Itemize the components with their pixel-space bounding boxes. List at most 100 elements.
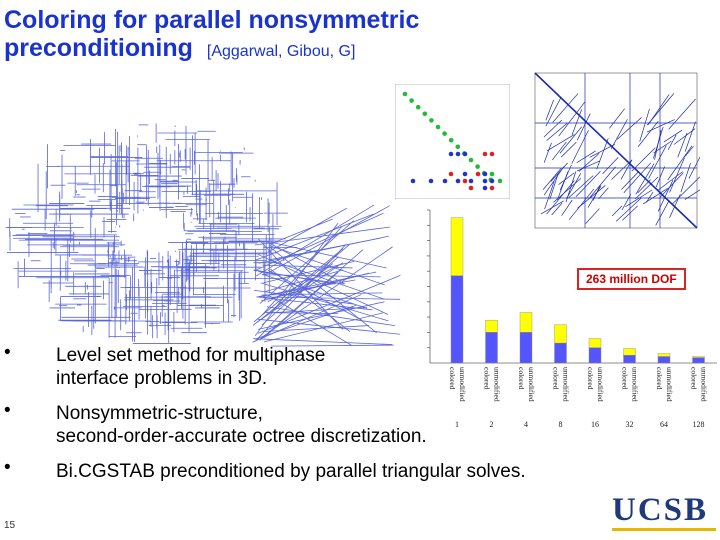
ucsb-logo: UCSB (612, 492, 709, 528)
mesh-spike (269, 245, 385, 286)
bar-label-unmodified: unmodified (527, 367, 536, 402)
mesh-spike (255, 204, 375, 277)
bar-unmodified (657, 356, 671, 364)
color-dot (422, 111, 428, 117)
matrix-fill (559, 126, 583, 154)
mesh-spike (258, 271, 344, 285)
color-dot (475, 171, 481, 177)
mesh-spike (267, 269, 363, 321)
color-dot (448, 137, 454, 143)
color-dot (462, 178, 468, 184)
matrix-fill (558, 101, 586, 137)
matrix-fill (576, 160, 600, 172)
mesh-spike (253, 338, 392, 345)
mesh-spike (268, 307, 368, 314)
mesh-spike (267, 294, 353, 346)
mesh-spike (253, 248, 344, 323)
matrix-fill (684, 145, 694, 158)
mesh-spike (262, 264, 353, 269)
matrix-fill (568, 188, 595, 220)
bullet-marker: • (4, 400, 11, 421)
color-dot (455, 151, 461, 157)
mesh-spike (257, 254, 389, 315)
mesh-spike (259, 271, 377, 298)
matrix-fill (611, 205, 623, 217)
matrix-fill (645, 191, 654, 203)
matrix-fill (657, 179, 674, 212)
mesh-spike (256, 296, 373, 311)
color-dot (462, 151, 468, 157)
color-dot (462, 171, 468, 177)
mesh-spike (253, 212, 384, 272)
bar-colored (588, 338, 602, 348)
matrix-fill (615, 197, 642, 222)
color-dot (409, 98, 414, 103)
matrix-fill (546, 122, 568, 141)
bar-label-unmodified: unmodified (493, 367, 502, 402)
matrix-fill (646, 119, 675, 133)
matrix-fill (558, 172, 575, 185)
matrix-fill (669, 157, 685, 193)
matrix-fill (585, 208, 600, 224)
color-dot (482, 178, 488, 184)
matrix-fill (543, 166, 565, 196)
category-label: 2 (490, 420, 494, 429)
color-dot (428, 178, 434, 184)
color-dot (489, 178, 495, 184)
matrix-fill (653, 126, 664, 159)
matrix-fill (663, 129, 683, 143)
matrix-fill (589, 166, 616, 199)
matrix-fill (684, 121, 696, 152)
mesh-spike (263, 271, 339, 339)
bar-label-colored: colored (552, 367, 561, 390)
matrix-fill (677, 132, 688, 158)
color-dot (410, 178, 416, 184)
matrix-fill (596, 138, 609, 170)
mesh-spike (254, 304, 357, 340)
mesh-spike (263, 325, 370, 332)
matrix-fill (566, 173, 582, 199)
bar-label-unmodified: unmodified (458, 367, 467, 402)
mesh-spike (256, 263, 341, 323)
category-label: 1 (455, 420, 459, 429)
matrix-fill (602, 157, 619, 174)
dof-annotation: 263 million DOF (577, 268, 686, 290)
mesh-spike (264, 312, 383, 343)
octree-mesh-figure (5, 123, 401, 347)
matrix-fill (621, 194, 632, 211)
color-dot (482, 185, 488, 191)
bullet-1-line-2: interface problems in 3D. (56, 368, 268, 389)
matrix-fill (545, 99, 554, 121)
bar-label-unmodified: unmodified (665, 367, 674, 402)
mesh-spike (262, 296, 401, 300)
matrix-fill (655, 166, 665, 188)
matrix-fill (648, 145, 667, 179)
bullet-3-line-1: Bi.CGSTAB preconditioned by parallel tri… (56, 461, 526, 482)
matrix-fill (611, 159, 632, 180)
matrix-fill (688, 156, 700, 179)
bar-unmodified (519, 332, 533, 364)
matrix-fill (577, 185, 606, 209)
logo-underline (612, 528, 716, 531)
coloring-dot-plot (395, 84, 510, 199)
mesh-spike (259, 220, 355, 304)
bar-label-unmodified: unmodified (562, 367, 571, 402)
title-line-2-text: preconditioning (4, 34, 193, 62)
title-line-1: Coloring for parallel nonsymmetric (4, 6, 420, 34)
bar-label-colored: colored (448, 367, 457, 390)
mesh-spike (254, 222, 339, 337)
matrix-fill (671, 176, 700, 205)
color-dot (468, 185, 474, 191)
bar-unmodified (485, 332, 498, 364)
bar-label-colored: colored (483, 367, 492, 390)
matrix-fill (561, 199, 573, 216)
matrix-fill (553, 178, 582, 203)
color-dot (497, 178, 503, 184)
authors-citation: [Aggarwal, Gibou, G] (206, 43, 356, 60)
bullet-1-line-1: Level set method for multiphase (56, 345, 326, 366)
mesh-spike (254, 213, 374, 261)
mesh-spike (252, 294, 362, 343)
bullet-marker: • (4, 457, 11, 478)
bar-label-colored: colored (586, 367, 595, 390)
matrix-fill (551, 202, 563, 216)
